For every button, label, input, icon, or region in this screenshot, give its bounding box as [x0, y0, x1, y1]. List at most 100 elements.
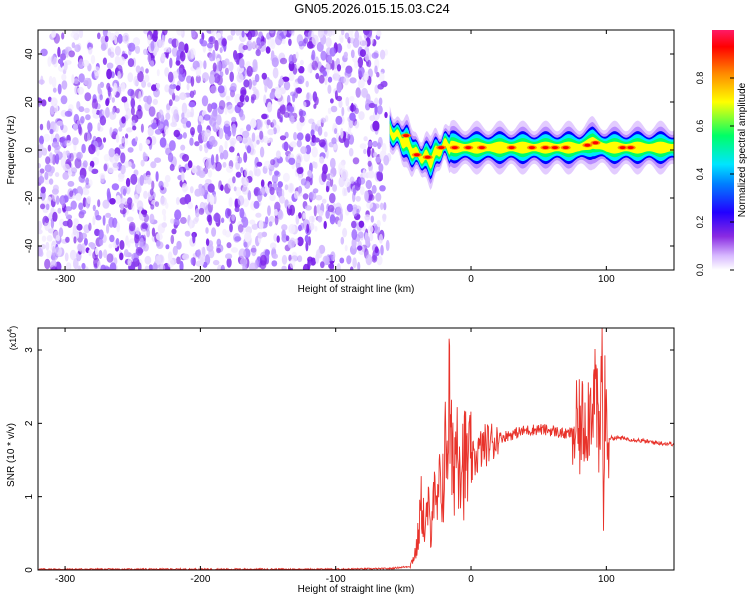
noise-blob: [114, 55, 121, 66]
noise-blob: [51, 252, 59, 261]
noise-blob: [289, 141, 297, 148]
noise-blob: [155, 171, 159, 182]
noise-blob: [127, 147, 134, 153]
noise-blob: [114, 35, 118, 45]
x-tick-label: 100: [598, 574, 615, 585]
noise-blob: [225, 253, 233, 260]
noise-blob: [318, 139, 326, 148]
noise-blob: [94, 228, 101, 237]
noise-blob: [337, 220, 342, 228]
noise-blob: [119, 240, 125, 250]
noise-blob: [332, 184, 337, 192]
noise-blob: [357, 261, 361, 270]
noise-blob: [55, 195, 60, 205]
noise-blob: [181, 183, 188, 193]
noise-blob: [275, 35, 283, 46]
noise-blob: [105, 212, 112, 218]
noise-blob: [128, 221, 136, 232]
noise-blob: [229, 146, 235, 153]
noise-blob: [176, 256, 181, 265]
noise-blob: [40, 203, 46, 210]
noise-blob: [296, 139, 302, 148]
noise-blob: [51, 266, 58, 270]
noise-blob: [274, 208, 278, 216]
noise-blob: [209, 194, 215, 206]
noise-blob: [190, 257, 195, 266]
noise-blob: [38, 250, 44, 257]
noise-blob: [127, 197, 133, 205]
noise-blob: [313, 205, 317, 217]
noise-blob: [191, 167, 198, 174]
noise-blob: [161, 208, 167, 216]
x-tick-label: -200: [190, 574, 210, 585]
noise-blob: [148, 106, 156, 117]
noise-blob: [150, 40, 155, 52]
noise-blob: [306, 41, 314, 49]
noise-blob: [98, 250, 103, 259]
noise-blob: [38, 229, 43, 235]
noise-blob: [334, 90, 338, 100]
noise-blob: [181, 171, 185, 183]
noise-blob: [309, 191, 317, 201]
noise-blob: [88, 242, 95, 248]
noise-blob: [317, 30, 324, 39]
noise-blob: [208, 36, 216, 45]
noise-blob: [371, 184, 377, 194]
noise-blob: [145, 139, 151, 145]
noise-blob: [152, 98, 158, 105]
noise-blob: [311, 49, 316, 61]
noise-blob: [81, 143, 86, 154]
noise-blob: [78, 123, 82, 135]
noise-blob: [130, 89, 135, 101]
noise-blob: [352, 257, 357, 269]
noise-blob: [309, 177, 313, 186]
noise-blob: [187, 201, 193, 210]
noise-blob: [271, 260, 278, 267]
noise-blob: [108, 216, 115, 228]
noise-blob: [363, 148, 367, 155]
noise-blob: [64, 252, 69, 262]
noise-blob: [242, 262, 248, 270]
noise-blob: [182, 253, 190, 261]
noise-blob: [372, 140, 378, 148]
noise-blob: [289, 204, 295, 216]
noise-blob: [341, 61, 346, 68]
noise-blob: [213, 73, 221, 84]
noise-blob: [88, 165, 93, 172]
noise-blob: [57, 46, 61, 58]
noise-blob: [41, 99, 47, 107]
noise-blob: [343, 188, 348, 197]
noise-blob: [331, 59, 335, 71]
noise-blob: [255, 119, 264, 129]
noise-blob: [243, 241, 248, 248]
noise-blob: [112, 85, 117, 96]
noise-blob: [368, 194, 375, 201]
noise-blob: [219, 47, 223, 54]
noise-blob: [188, 101, 196, 108]
noise-blob: [122, 188, 127, 197]
top-y-axis-label: Frequency (Hz): [6, 116, 17, 185]
noise-blob: [61, 197, 66, 209]
noise-blob: [335, 115, 343, 125]
noise-blob: [269, 186, 275, 196]
noise-blob: [123, 198, 128, 206]
noise-blob: [143, 48, 148, 55]
noise-blob: [182, 132, 187, 139]
noise-blob: [224, 230, 231, 238]
noise-blob: [156, 69, 160, 77]
noise-blob: [261, 72, 267, 80]
noise-blob: [58, 227, 64, 238]
noise-blob: [329, 157, 336, 169]
noise-blob: [313, 103, 317, 109]
noise-blob: [88, 46, 93, 55]
noise-blob: [283, 30, 287, 36]
noise-blob: [224, 120, 230, 127]
noise-blob: [99, 115, 107, 126]
noise-blob: [344, 244, 348, 252]
snr-panel: -300 -200 -100 0 100 0 1 2 3 Height of straight…: [6, 326, 675, 595]
noise-blob: [295, 63, 301, 69]
noise-blob: [109, 198, 116, 205]
noise-blob: [138, 90, 142, 102]
noise-blob: [307, 170, 312, 177]
noise-blob: [226, 257, 232, 268]
